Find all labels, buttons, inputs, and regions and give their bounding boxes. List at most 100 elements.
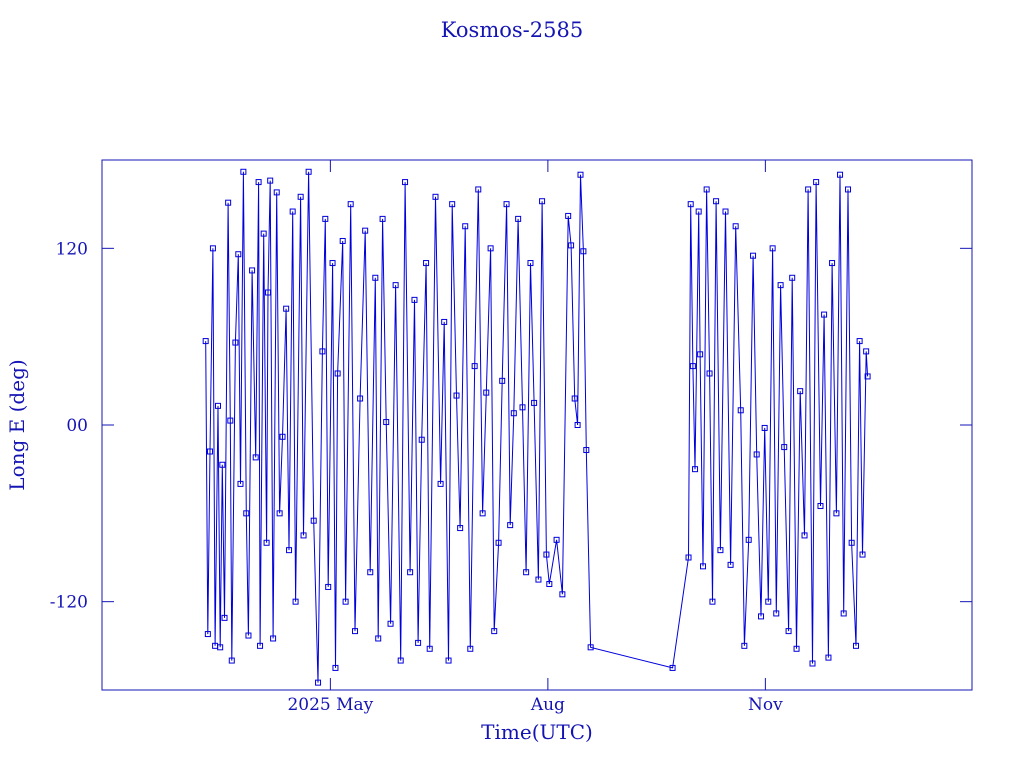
point-marker bbox=[531, 399, 538, 406]
point-marker bbox=[745, 536, 752, 543]
point-marker bbox=[221, 614, 228, 621]
point-marker bbox=[305, 168, 312, 175]
point-marker bbox=[706, 370, 713, 377]
point-marker bbox=[342, 598, 349, 605]
point-marker bbox=[587, 644, 594, 651]
point-marker bbox=[519, 404, 526, 411]
point-marker bbox=[692, 466, 699, 473]
y-tick-label: 00 bbox=[66, 416, 88, 436]
point-marker bbox=[777, 282, 784, 289]
point-marker bbox=[426, 645, 433, 652]
point-marker bbox=[761, 424, 768, 431]
point-marker bbox=[737, 407, 744, 414]
point-marker bbox=[546, 581, 553, 587]
point-marker bbox=[741, 642, 748, 649]
point-marker bbox=[471, 363, 478, 370]
point-marker bbox=[859, 551, 866, 558]
point-marker bbox=[813, 179, 820, 186]
point-marker bbox=[204, 631, 211, 638]
point-marker bbox=[539, 198, 546, 205]
point-marker bbox=[283, 305, 290, 312]
point-marker bbox=[255, 179, 262, 186]
point-marker bbox=[789, 274, 796, 281]
point-marker bbox=[829, 260, 836, 267]
point-marker bbox=[357, 395, 364, 402]
series-line bbox=[205, 171, 869, 683]
point-marker bbox=[257, 642, 264, 649]
point-marker bbox=[352, 628, 359, 635]
point-marker bbox=[821, 311, 828, 318]
point-marker bbox=[527, 260, 534, 267]
point-marker bbox=[379, 215, 386, 222]
x-axis-label: Time(UTC) bbox=[481, 720, 593, 744]
point-marker bbox=[703, 186, 710, 193]
point-marker bbox=[245, 632, 252, 639]
point-marker bbox=[491, 628, 498, 635]
point-marker bbox=[297, 193, 304, 200]
point-marker bbox=[319, 348, 326, 355]
point-marker bbox=[372, 274, 379, 281]
point-marker bbox=[713, 198, 720, 205]
point-marker bbox=[840, 610, 847, 617]
point-marker bbox=[487, 245, 494, 252]
y-axis-label: Long E (deg) bbox=[5, 359, 29, 490]
point-marker bbox=[232, 339, 239, 346]
point-marker bbox=[397, 657, 404, 664]
point-marker bbox=[503, 201, 510, 208]
point-marker bbox=[367, 569, 374, 576]
point-marker bbox=[467, 645, 474, 652]
point-marker bbox=[685, 554, 692, 561]
point-marker bbox=[722, 208, 729, 215]
point-marker bbox=[864, 373, 871, 380]
point-marker bbox=[553, 536, 560, 543]
point-marker bbox=[334, 370, 341, 377]
point-marker bbox=[273, 189, 280, 196]
point-marker bbox=[475, 186, 482, 193]
point-marker bbox=[499, 377, 506, 384]
point-marker bbox=[347, 201, 354, 208]
point-marker bbox=[207, 448, 214, 455]
point-marker bbox=[801, 532, 808, 539]
point-marker bbox=[237, 480, 244, 487]
point-marker bbox=[750, 252, 757, 259]
point-marker bbox=[571, 395, 578, 402]
point-marker bbox=[727, 561, 734, 568]
point-marker bbox=[689, 363, 696, 370]
point-marker bbox=[263, 539, 270, 546]
data-layer bbox=[202, 168, 871, 686]
point-marker bbox=[209, 245, 216, 252]
point-marker bbox=[289, 208, 296, 215]
point-marker bbox=[758, 613, 765, 620]
point-marker bbox=[375, 635, 382, 642]
point-marker bbox=[848, 539, 855, 546]
point-marker bbox=[249, 267, 256, 274]
point-marker bbox=[574, 422, 581, 428]
point-marker bbox=[535, 576, 542, 583]
point-marker bbox=[267, 177, 274, 184]
point-marker bbox=[235, 251, 242, 258]
point-marker bbox=[700, 563, 707, 570]
point-marker bbox=[315, 679, 322, 686]
point-marker bbox=[437, 480, 444, 487]
point-marker bbox=[322, 215, 329, 222]
point-marker bbox=[286, 547, 293, 554]
point-marker bbox=[240, 168, 247, 175]
point-marker bbox=[383, 419, 390, 426]
point-marker bbox=[362, 227, 369, 234]
point-marker bbox=[392, 282, 399, 289]
point-marker bbox=[441, 318, 448, 325]
point-marker bbox=[227, 417, 234, 424]
point-marker bbox=[217, 644, 224, 651]
point-marker bbox=[265, 289, 272, 296]
point-marker bbox=[495, 539, 502, 546]
point-marker bbox=[457, 525, 464, 532]
point-marker bbox=[559, 591, 566, 598]
point-marker bbox=[863, 348, 870, 355]
point-marker bbox=[339, 237, 346, 244]
point-marker bbox=[510, 410, 517, 417]
point-marker bbox=[817, 502, 824, 509]
point-marker bbox=[732, 223, 739, 230]
x-tick-label: 2025 May bbox=[287, 695, 373, 715]
point-marker bbox=[773, 610, 780, 617]
